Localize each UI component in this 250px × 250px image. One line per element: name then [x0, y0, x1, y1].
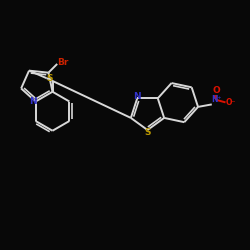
Text: S: S	[144, 128, 151, 137]
Text: N: N	[29, 97, 36, 106]
Text: S: S	[46, 74, 53, 83]
Text: O: O	[212, 86, 220, 95]
Text: O⁻: O⁻	[225, 98, 236, 107]
Text: N: N	[134, 92, 141, 101]
Text: N⁺: N⁺	[211, 96, 222, 104]
Text: Br: Br	[57, 58, 68, 67]
